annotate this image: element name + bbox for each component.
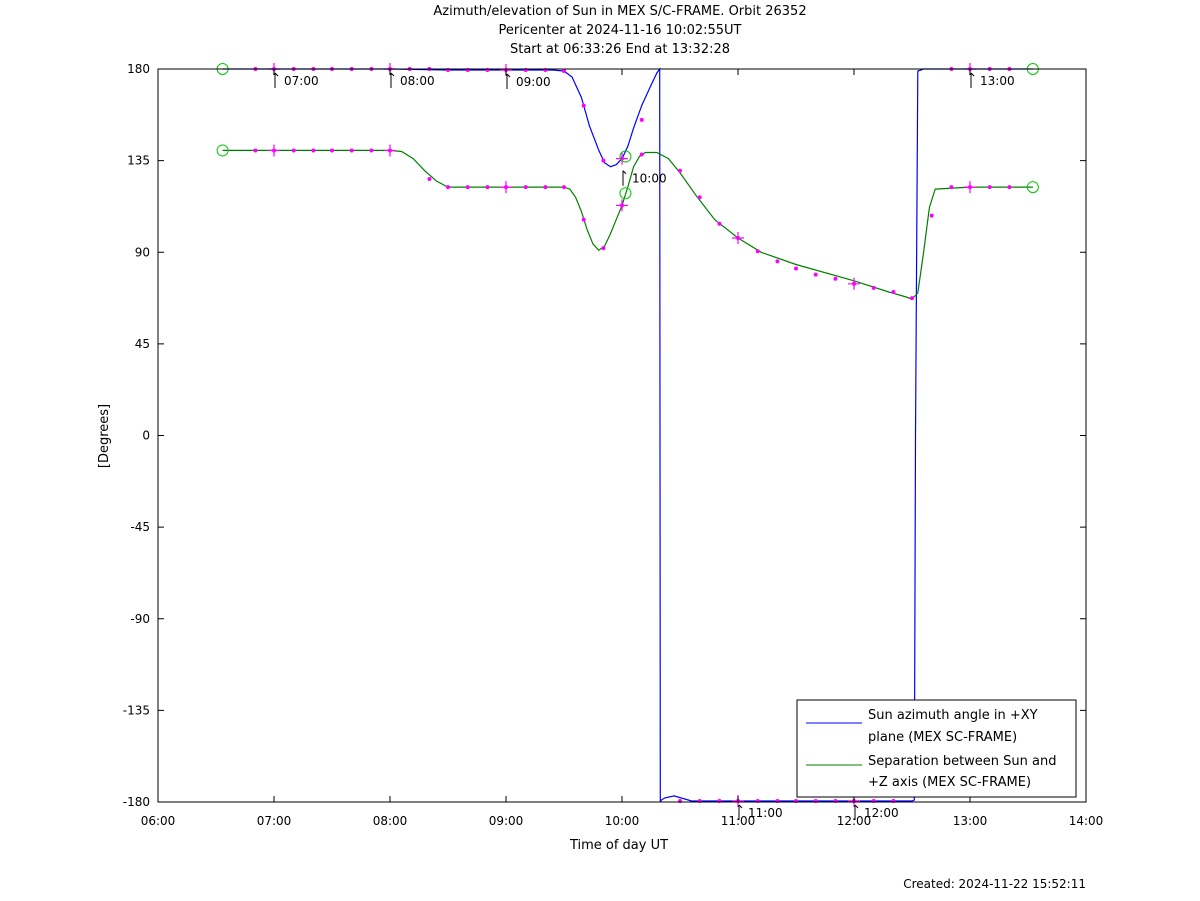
- data-marker: [717, 221, 722, 226]
- data-marker: [949, 185, 954, 190]
- axis-layer: 06:00 07:00 08:00 09:00 10:00 11:00 12:00 13:00…: [123, 62, 1104, 828]
- chart-title-line-2: Pericenter at 2024-11-16 10:02:55UT: [498, 23, 742, 38]
- endpoint-circle-marker: [1026, 181, 1039, 194]
- endpoint-circle-marker: [619, 187, 632, 200]
- time-annotation-leader: [854, 804, 859, 820]
- hour-cross-marker: [268, 144, 280, 157]
- time-annotation-leader: [622, 170, 627, 186]
- x-tick-label: 13:00: [953, 814, 988, 828]
- x-axis-label: Time of day UT: [569, 838, 668, 853]
- data-marker: [330, 148, 334, 153]
- time-annotation-label: 09:00: [516, 75, 551, 89]
- data-marker: [427, 176, 432, 181]
- y-tick-label: 135: [127, 154, 150, 168]
- legend-box: [796, 699, 1077, 798]
- data-marker: [369, 148, 374, 153]
- data-marker: [446, 185, 450, 190]
- legend-label-azimuth-line-1: Sun azimuth angle in +XY: [868, 708, 1038, 723]
- time-annotation-leader: [738, 804, 743, 820]
- y-axis-label: [Degrees]: [97, 404, 112, 468]
- chart-title-line-1: Azimuth/elevation of Sun in MEX S/C-FRAM…: [433, 4, 807, 19]
- data-marker: [581, 103, 586, 108]
- data-marker: [253, 148, 258, 153]
- hour-cross-marker: [384, 144, 396, 157]
- data-marker: [639, 117, 644, 122]
- x-tick-label: 10:00: [605, 814, 640, 828]
- created-timestamp: Created: 2024-11-22 15:52:11: [903, 877, 1086, 891]
- x-tick-label: 11:00: [721, 814, 756, 828]
- data-marker: [813, 272, 818, 277]
- series-line-separation: [222, 149, 1033, 300]
- data-marker: [543, 185, 548, 190]
- x-tick-label: 06:00: [141, 814, 176, 828]
- data-marker: [523, 185, 528, 190]
- data-marker: [562, 69, 566, 74]
- hour-cross-marker: [964, 181, 976, 194]
- data-marker: [311, 148, 316, 153]
- data-marker: [775, 259, 780, 264]
- x-tick-label: 07:00: [257, 814, 292, 828]
- endpoint-circle-marker: [619, 150, 632, 163]
- hour-cross-marker: [732, 231, 744, 244]
- x-tick-label: 14:00: [1069, 814, 1104, 828]
- time-annotation-label: 07:00: [284, 74, 319, 88]
- hour-cross-marker: [848, 277, 860, 290]
- legend: Sun azimuth angle in +XY plane (MEX SC-F…: [796, 699, 1077, 798]
- data-marker: [794, 266, 798, 271]
- endpoint-circle-marker: [216, 144, 229, 157]
- y-tick-label: 90: [135, 245, 150, 259]
- hour-cross-marker: [616, 199, 628, 212]
- time-annotation-leader: [970, 72, 975, 88]
- data-marker: [833, 276, 838, 281]
- data-marker: [349, 148, 354, 153]
- data-marker: [755, 249, 760, 254]
- y-tick-label: 45: [135, 337, 150, 351]
- data-marker: [929, 213, 934, 218]
- data-marker: [581, 217, 586, 222]
- data-marker: [291, 148, 296, 153]
- legend-label-separation-line-2: +Z axis (MEX SC-FRAME): [868, 775, 1031, 790]
- data-marker: [562, 185, 566, 190]
- x-tick-label: 08:00: [373, 814, 408, 828]
- y-tick-label: -45: [130, 520, 150, 534]
- y-tick-label: -135: [123, 703, 150, 717]
- x-tick-label: 09:00: [489, 814, 524, 828]
- time-annotation-label: 11:00: [748, 806, 783, 820]
- y-tick-label: 0: [142, 429, 150, 443]
- time-annotation-label: 13:00: [980, 74, 1015, 88]
- legend-label-separation-line-1: Separation between Sun and: [868, 754, 1056, 769]
- data-marker: [871, 285, 876, 290]
- marker-layer: 07:00 08:00 09:00 10:00 11:00 12:00 13:00: [216, 63, 1039, 820]
- time-annotation-leader: [274, 72, 279, 88]
- time-annotation-label: 08:00: [400, 74, 435, 88]
- plot-frame: [157, 68, 1087, 803]
- data-marker: [891, 289, 896, 294]
- series-line-azimuth: [222, 67, 1033, 803]
- y-tick-label: 180: [127, 62, 150, 76]
- data-marker: [485, 185, 490, 190]
- data-marker: [601, 158, 606, 163]
- hour-cross-marker: [616, 152, 628, 165]
- y-tick-label: -90: [130, 612, 150, 626]
- y-tick-label: -180: [123, 795, 150, 809]
- time-annotation-leader: [506, 73, 511, 90]
- data-marker: [601, 246, 606, 251]
- data-marker: [910, 296, 914, 301]
- time-annotation-label: 12:00: [864, 806, 899, 820]
- time-annotation-label: 10:00: [632, 172, 667, 186]
- chart-title-line-3: Start at 06:33:26 End at 13:32:28: [509, 42, 731, 57]
- series-layer: [222, 67, 1033, 803]
- data-marker: [678, 168, 682, 173]
- legend-label-azimuth-line-2: plane (MEX SC-FRAME): [868, 730, 1017, 745]
- time-annotation-leader: [390, 72, 395, 88]
- data-marker: [987, 185, 992, 190]
- data-marker: [697, 195, 702, 200]
- data-marker: [1007, 185, 1012, 190]
- hour-cross-marker: [500, 181, 512, 194]
- x-tick-label: 12:00: [837, 814, 872, 828]
- data-marker: [465, 185, 470, 190]
- data-marker: [639, 152, 644, 157]
